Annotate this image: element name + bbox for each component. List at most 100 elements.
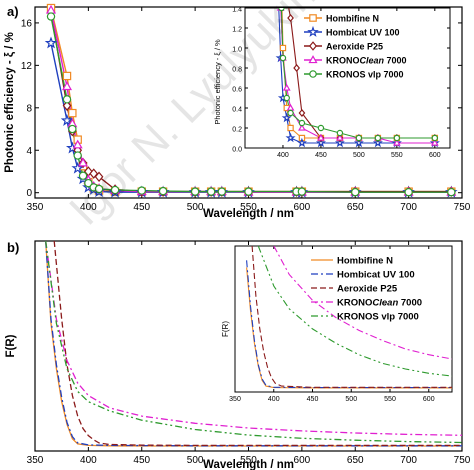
panel-b-xlabel: Wavelength / nm bbox=[203, 459, 294, 470]
inset-a-xtick-label: 400 bbox=[277, 152, 289, 159]
inset-b-xtick-label: 500 bbox=[345, 396, 357, 403]
panel-a-point bbox=[137, 186, 146, 195]
panel-a-point bbox=[62, 71, 72, 81]
inset-a-point bbox=[336, 129, 344, 137]
panel-a-point bbox=[190, 187, 200, 196]
inset-a-point bbox=[353, 137, 364, 148]
panel-a-point bbox=[60, 113, 74, 126]
panel-b-xtick-label: 650 bbox=[347, 455, 364, 466]
inset-a-point bbox=[393, 134, 401, 142]
inset-a-point bbox=[281, 112, 292, 123]
inset-a-point bbox=[298, 119, 306, 127]
panel-b-xtick-label: 750 bbox=[454, 455, 471, 466]
panel-a-point bbox=[404, 187, 413, 197]
panel-a-point bbox=[351, 187, 360, 197]
inset-a-point bbox=[336, 133, 344, 141]
panel-b-ylabel: F(R) bbox=[5, 334, 17, 357]
legend-b-label: Aeroxide P25 bbox=[337, 284, 398, 295]
inset-a-point bbox=[315, 137, 327, 148]
panel-a-point bbox=[62, 81, 73, 91]
inset-a-point bbox=[285, 132, 296, 143]
inset-a-markers bbox=[275, 0, 440, 148]
inset-a-point bbox=[282, 83, 291, 91]
legend-a-marker bbox=[307, 25, 319, 37]
inset-a-point bbox=[430, 138, 439, 146]
inset-b-series-line bbox=[257, 246, 452, 377]
panel-a-point bbox=[94, 171, 104, 183]
inset-a-point bbox=[278, 8, 285, 12]
panel-a-xtick-label: 700 bbox=[400, 202, 417, 213]
panel-a-point bbox=[447, 187, 456, 197]
panel-b-xtick-label: 400 bbox=[80, 455, 97, 466]
panel-a-xtick-label: 450 bbox=[133, 202, 150, 213]
inset-b-xtick-label: 400 bbox=[268, 396, 280, 403]
inset-a-ytick-label: 0.8 bbox=[232, 67, 242, 74]
panel-b-label: b) bbox=[7, 240, 19, 255]
panel-a-point bbox=[217, 187, 227, 196]
panel-b-series-line bbox=[45, 241, 462, 436]
panel-a-ytick-label: 16 bbox=[21, 18, 33, 29]
legend-a-label: KRONOClean 7000 bbox=[326, 56, 407, 66]
panel-b-xtick-label: 450 bbox=[133, 455, 150, 466]
inset-a-ytick-label: 1.4 bbox=[232, 7, 242, 14]
panel-b-xtick-label: 350 bbox=[27, 455, 44, 466]
panel-a-point bbox=[206, 187, 216, 196]
panel-a-ytick-label: 12 bbox=[21, 61, 33, 72]
panel-a-xtick-label: 650 bbox=[347, 202, 364, 213]
panel-a-point bbox=[78, 171, 88, 180]
panel-a-point bbox=[78, 157, 89, 167]
inset-b-series-line bbox=[246, 260, 452, 389]
panel-a-point bbox=[158, 186, 168, 196]
legend-a-label: Aeroxide P25 bbox=[326, 42, 383, 52]
inset-a-point bbox=[279, 54, 287, 62]
inset-a-ytick-label: 1.2 bbox=[232, 27, 242, 34]
inset-a-point bbox=[287, 124, 294, 132]
panel-a-point bbox=[72, 139, 83, 149]
panel-b-series-line bbox=[45, 241, 462, 444]
inset-a-xtick-label: 600 bbox=[429, 152, 441, 159]
legend-a-marker bbox=[308, 55, 318, 64]
inset-a-point bbox=[298, 123, 306, 131]
panel-a-point bbox=[46, 12, 56, 21]
panel-b-xtick-label: 550 bbox=[240, 455, 257, 466]
inset-b-series-line bbox=[273, 246, 452, 360]
inset-a-ylabel: Photonic efficiency - ξ / % bbox=[213, 39, 222, 125]
legend-a-label: Hombicat UV 100 bbox=[326, 28, 400, 38]
inset-a-point bbox=[293, 63, 301, 73]
panel-a-xtick-label: 400 bbox=[80, 202, 97, 213]
inset-b-xtick-label: 450 bbox=[307, 396, 319, 403]
inset-a-point bbox=[296, 137, 308, 148]
panel-a-point bbox=[68, 108, 77, 118]
panel-a-point bbox=[62, 100, 72, 111]
inset-a-point bbox=[317, 124, 325, 132]
inset-a-point bbox=[298, 108, 306, 118]
inset-a-ytick-label: 1.0 bbox=[232, 47, 242, 54]
panel-a-point bbox=[71, 161, 84, 174]
panel-b-xtick-label: 700 bbox=[400, 455, 417, 466]
inset-a-point bbox=[317, 133, 325, 141]
panel-a-point bbox=[62, 95, 72, 104]
inset-a-point bbox=[279, 44, 287, 52]
panel-a-point bbox=[68, 124, 77, 134]
panel-a-point bbox=[110, 185, 120, 195]
panel-a-xtick-label: 600 bbox=[294, 202, 311, 213]
inset-a-ytick-label: 0.6 bbox=[232, 87, 242, 94]
inset-a-point bbox=[284, 0, 289, 1]
inset-a-ytick-label: 0.0 bbox=[232, 147, 242, 154]
inset-a-point bbox=[392, 138, 401, 146]
panel-a-ylabel: Photonic efficiency - ξ / % bbox=[4, 32, 16, 173]
legend-a-marker bbox=[309, 14, 317, 22]
inset-b-series-line bbox=[251, 246, 452, 388]
inset-a-series-line bbox=[278, 8, 435, 144]
legend-b-label: Hombifine N bbox=[337, 256, 393, 267]
inset-a-point bbox=[355, 134, 363, 142]
inset-a-xtick-label: 550 bbox=[391, 152, 403, 159]
inset-a-point bbox=[287, 13, 294, 23]
panel-a-ytick-label: 4 bbox=[26, 146, 32, 157]
panel-b-xtick-label: 600 bbox=[294, 455, 311, 466]
inset-a-point bbox=[431, 134, 439, 142]
panel-a-point bbox=[297, 187, 307, 196]
inset-a-xtick-label: 500 bbox=[353, 152, 365, 159]
panel-a-point bbox=[244, 187, 253, 196]
